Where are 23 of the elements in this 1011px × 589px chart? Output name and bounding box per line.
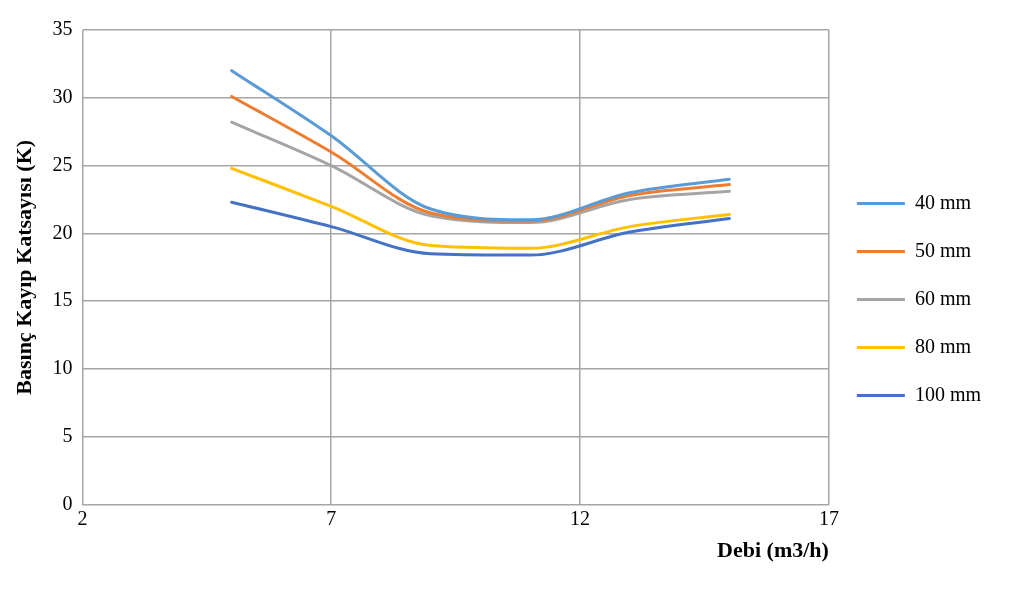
line-series — [230, 200, 731, 257]
x-tick-label: 2 — [77, 506, 88, 529]
line-series — [230, 94, 731, 223]
legend-label: 50 mm — [914, 238, 972, 261]
y-tick-label: 0 — [62, 491, 73, 514]
x-tick-label: 12 — [570, 506, 591, 529]
y-tick-label: 5 — [62, 424, 73, 447]
y-tick-label: 25 — [52, 152, 73, 175]
legend-label: 60 mm — [914, 286, 972, 309]
y-axis-title: Basınç Kayıp Katsayısı (K) — [10, 139, 36, 395]
y-tick-label: 30 — [52, 85, 73, 108]
line-series — [230, 69, 731, 222]
legend-label: 40 mm — [914, 190, 972, 213]
legend-label: 80 mm — [914, 334, 972, 357]
x-tick-label: 7 — [326, 506, 337, 529]
y-tick-label: 20 — [52, 220, 73, 243]
line-series — [230, 166, 731, 250]
x-tick-label: 17 — [818, 506, 839, 529]
y-tick-label: 10 — [52, 356, 73, 379]
y-tick-label: 35 — [52, 17, 73, 40]
legend-label: 100 mm — [914, 382, 982, 405]
x-axis-title: Debi (m3/h) — [717, 537, 829, 563]
y-tick-label: 15 — [52, 288, 73, 311]
